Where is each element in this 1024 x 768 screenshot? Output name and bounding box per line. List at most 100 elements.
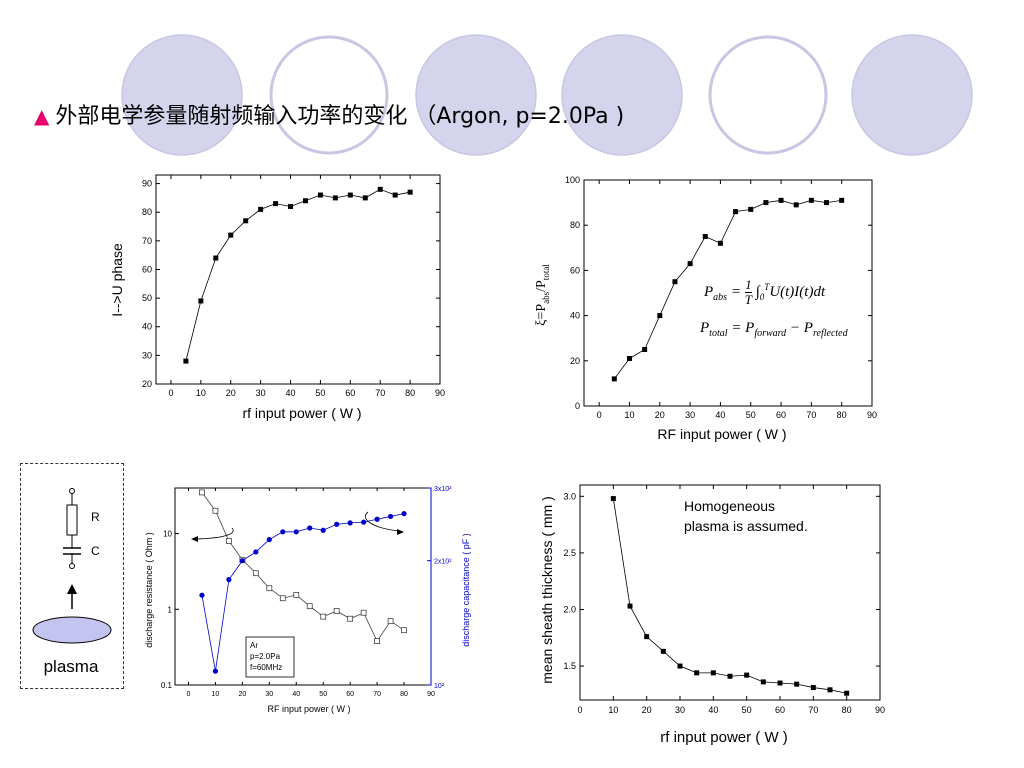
- x-axis-label: RF input power ( W ): [267, 704, 350, 714]
- capacitance-point: [347, 520, 353, 526]
- y-tick-label: 80: [570, 220, 580, 230]
- efficiency-point: [687, 261, 693, 267]
- y-tick-label: 10: [163, 530, 172, 539]
- y-axis-label-part: total: [541, 264, 551, 280]
- sheath-point: [744, 672, 750, 678]
- x-tick-label: 30: [675, 705, 685, 715]
- x-tick-label: 80: [842, 705, 852, 715]
- sheath-point: [777, 680, 783, 686]
- phase-point: [213, 255, 219, 261]
- sheath-point: [694, 670, 700, 676]
- sheath-point: [644, 634, 650, 640]
- phase-point: [258, 206, 264, 212]
- sheath-point: [710, 670, 716, 676]
- annotation-box: [245, 636, 295, 678]
- x-tick-label: 90: [875, 705, 885, 715]
- sheath-point: [760, 679, 766, 685]
- phase-point: [288, 203, 294, 209]
- x-tick-label: 0: [187, 691, 191, 698]
- resistance-point: [266, 585, 273, 592]
- capacitance-point: [266, 536, 272, 543]
- circuit-panel: [20, 463, 124, 689]
- resistance-point: [199, 489, 205, 496]
- left-arrowhead-icon: [191, 536, 198, 542]
- annotation-text: p=2.0Pa: [250, 652, 281, 661]
- sheath-point: [844, 690, 850, 696]
- x-tick-label: 0: [597, 410, 602, 420]
- x-tick-label: 10: [212, 691, 220, 698]
- sheath-point: [727, 673, 733, 679]
- resistance-point: [374, 638, 381, 645]
- y-tick-label: 0.1: [161, 681, 173, 690]
- bg-circle: [269, 35, 389, 155]
- x-tick-label: 50: [742, 705, 752, 715]
- x-tick-label: 40: [286, 388, 296, 398]
- resistance-point: [347, 615, 354, 622]
- x-tick-label: 60: [345, 388, 355, 398]
- annotation-text: Homogeneous: [684, 498, 775, 514]
- phase-point: [273, 201, 279, 207]
- x-tick-label: 90: [867, 410, 877, 420]
- capacitance-point: [361, 519, 367, 525]
- y-tick-label: 60: [570, 265, 580, 275]
- x-tick-label: 40: [715, 410, 725, 420]
- x-tick-label: 30: [256, 388, 266, 398]
- x-tick-label: 20: [655, 410, 665, 420]
- sheath-point: [627, 603, 633, 609]
- plot-frame: [155, 174, 441, 385]
- resistance-point: [360, 609, 367, 616]
- efficiency-point: [657, 313, 663, 319]
- phase-point: [228, 232, 234, 238]
- resistance-point: [387, 618, 394, 624]
- x-tick-label: 50: [315, 388, 325, 398]
- x-axis-label: rf input power ( W ): [242, 405, 361, 421]
- right-arrowhead-icon: [397, 529, 404, 535]
- resistance-point: [252, 570, 259, 577]
- resistance-point: [225, 538, 232, 544]
- resistance-point: [293, 591, 300, 598]
- phase-line: [185, 188, 411, 362]
- y-tick-label: 20: [142, 379, 152, 389]
- efficiency-point: [611, 376, 617, 382]
- sheath-point: [677, 663, 683, 669]
- sheath-point: [827, 687, 833, 693]
- right-curve-arrow-icon: [365, 511, 401, 532]
- bg-circle: [561, 34, 683, 156]
- y-tick-label: 40: [570, 311, 580, 321]
- x-tick-label: 10: [196, 388, 206, 398]
- capacitance-point: [253, 549, 259, 555]
- annotation-text: Ar: [250, 641, 258, 650]
- efficiency-point: [642, 347, 648, 352]
- formula-p-total: Ptotal = Pforward − Preflected: [700, 320, 848, 339]
- x-tick-label: 40: [292, 691, 300, 698]
- title-marker-icon: ▲: [34, 104, 50, 128]
- plot-frame: [174, 487, 432, 686]
- y-axis-label-part: /P: [534, 280, 549, 292]
- x-tick-label: 0: [577, 705, 582, 715]
- capacitance-point: [280, 529, 286, 535]
- efficiency-point: [748, 206, 754, 212]
- resistance-point: [212, 507, 219, 514]
- slide-title: ▲ 外部电学参量随射频输入功率的变化 （Argon, p=2.0Pa ): [34, 98, 624, 130]
- y-axis-label-left: discharge resistance ( Ohm ): [144, 532, 154, 648]
- sheath-point: [660, 648, 666, 654]
- efficiency-point: [824, 200, 830, 206]
- x-axis-label: RF input power ( W ): [657, 426, 786, 442]
- x-tick-label: 60: [346, 691, 354, 698]
- annotation-text: plasma is assumed.: [684, 518, 808, 534]
- y-tick-label: 70: [142, 236, 152, 246]
- x-tick-label: 60: [775, 705, 785, 715]
- x-tick-label: 30: [265, 691, 273, 698]
- x-tick-label: 70: [806, 410, 816, 420]
- y-axis-label: ξ=Pabs/Ptotal: [534, 264, 551, 326]
- background-circles: [121, 34, 973, 156]
- x-tick-label: 70: [373, 691, 381, 698]
- y-axis-label-part: ξ=P: [534, 304, 549, 326]
- resistance-point: [320, 613, 327, 620]
- capacitance-point: [199, 592, 205, 598]
- x-tick-label: 70: [375, 388, 385, 398]
- capacitance-point: [239, 558, 245, 564]
- bg-circle: [708, 35, 828, 155]
- y-axis-label-part: abs: [541, 291, 551, 303]
